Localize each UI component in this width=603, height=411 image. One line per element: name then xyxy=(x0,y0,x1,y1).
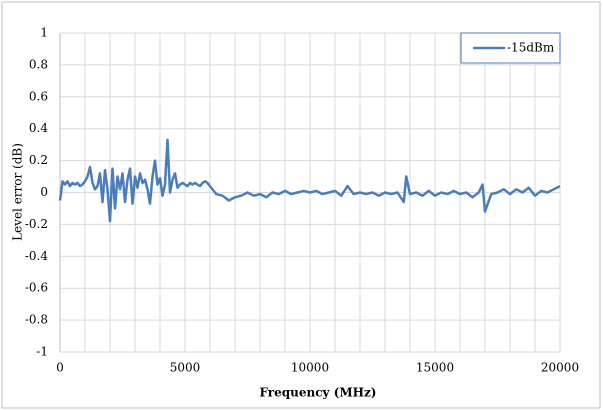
y-tick-label: -0.4 xyxy=(25,249,49,263)
line-series xyxy=(58,138,561,223)
x-tick-label: 0 xyxy=(56,361,64,375)
y-tick-label: 0.6 xyxy=(29,89,48,103)
x-tick-label: 20000 xyxy=(541,361,579,375)
x-tick-label: 5000 xyxy=(170,361,201,375)
y-axis-title: Level error (dB) xyxy=(11,143,25,241)
y-tick-label: -0.6 xyxy=(25,281,48,295)
y-tick-label: 0.2 xyxy=(29,153,48,167)
x-tick-label: 15000 xyxy=(416,361,454,375)
y-tick-label: -1 xyxy=(36,345,48,359)
x-axis-title: Frequency (MHz) xyxy=(260,386,377,400)
x-tick-label: 10000 xyxy=(291,361,329,375)
y-tick-label: -0.2 xyxy=(25,217,48,231)
y-tick-label: 0.4 xyxy=(29,121,48,135)
y-tick-label: -0.8 xyxy=(25,313,48,327)
y-tick-label: 0.8 xyxy=(29,57,48,71)
y-tick-label: 0 xyxy=(40,185,48,199)
legend-label: -15dBm xyxy=(507,41,555,55)
y-tick-label: 1 xyxy=(40,26,48,40)
